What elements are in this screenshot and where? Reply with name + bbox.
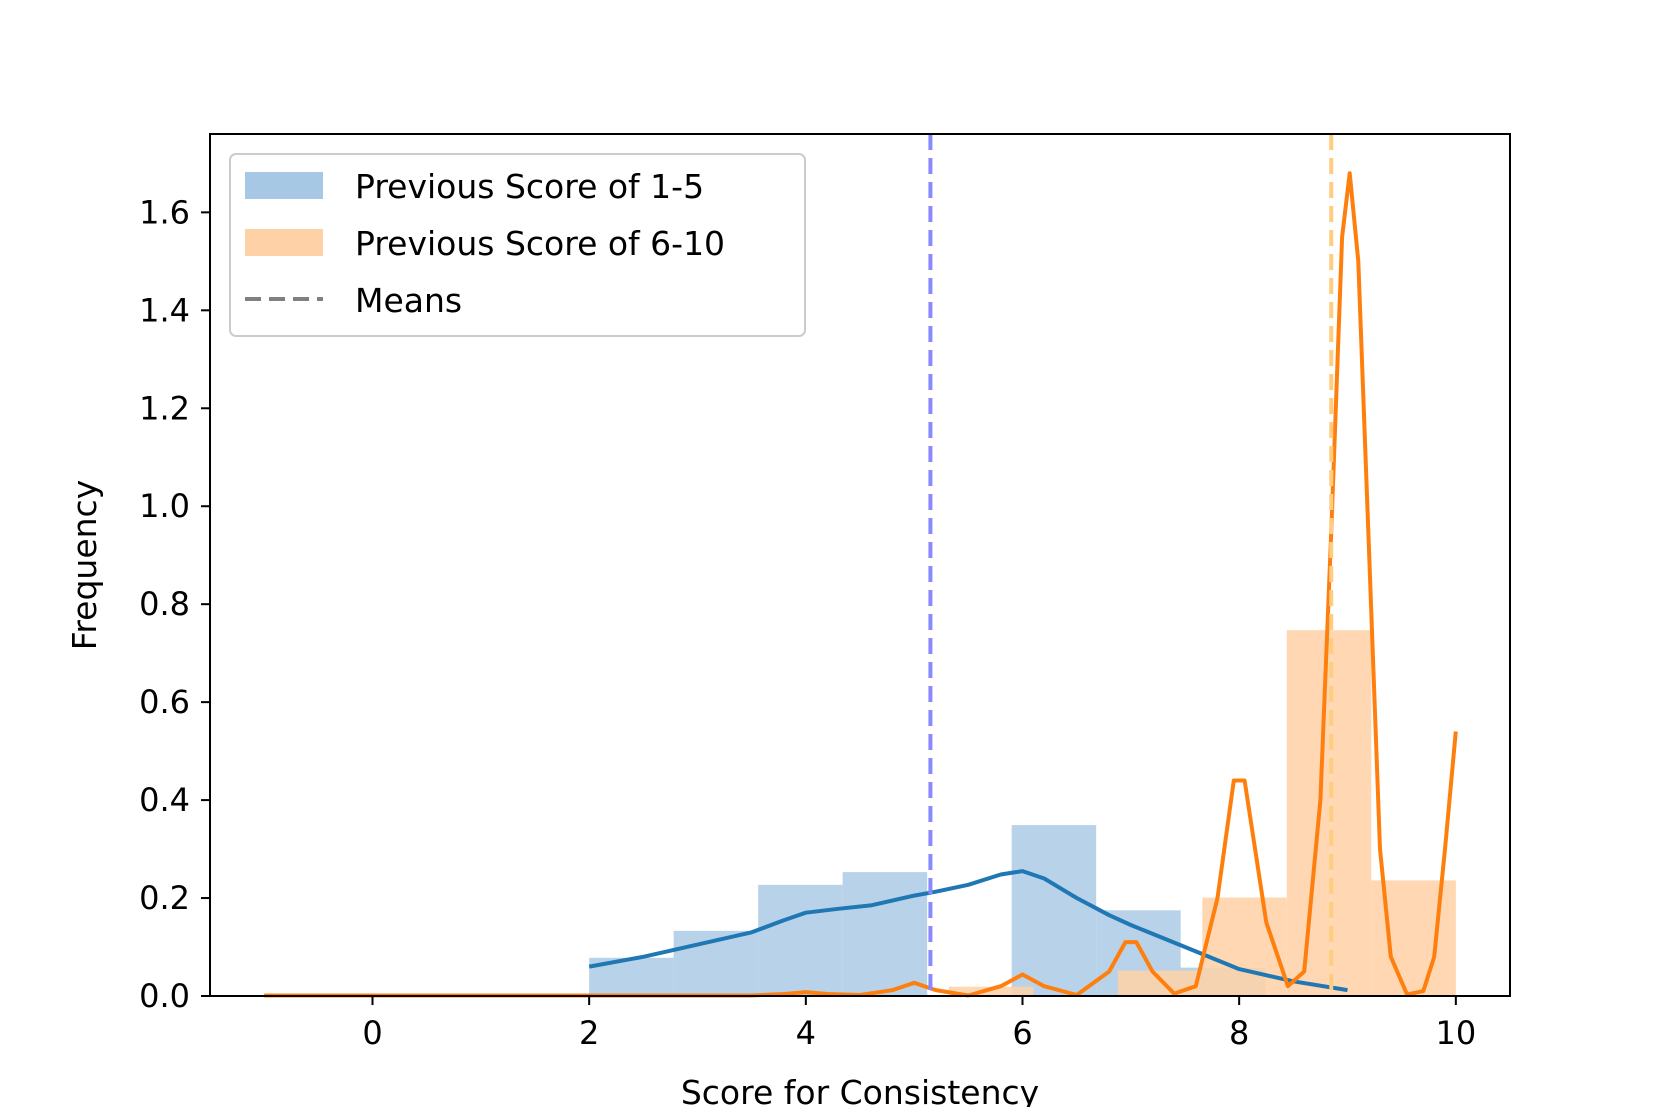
y-tick-label: 0.2 [139, 879, 190, 917]
y-tick-label: 1.4 [139, 291, 190, 329]
y-tick-label: 0.6 [139, 683, 190, 721]
x-tick-label: 0 [362, 1014, 382, 1052]
plot-frame [209, 133, 1511, 997]
x-tick-label: 2 [579, 1014, 599, 1052]
y-tick-label: 0.0 [139, 977, 190, 1015]
y-tick-label: 0.4 [139, 781, 190, 819]
x-tick-label: 10 [1435, 1014, 1476, 1052]
y-axis-ticks: 0.0 0.2 0.4 0.6 0.8 1.0 1.2 1.4 1.6 [139, 193, 210, 1015]
y-tick-label: 0.8 [139, 585, 190, 623]
x-axis-ticks: 0 2 4 6 8 10 [362, 996, 1476, 1052]
kde-curves [264, 171, 1458, 998]
kde-curve-0 [588, 869, 1348, 993]
legend-label-previous-1-5: Previous Score of 1-5 [355, 167, 704, 206]
hist-bar-series1-bin4 [1286, 630, 1372, 996]
legend-swatch-previous-6-10 [245, 229, 323, 256]
legend: Previous Score of 1-5 Previous Score of … [229, 153, 806, 337]
y-tick-label: 1.6 [139, 193, 190, 231]
x-tick-label: 8 [1229, 1014, 1249, 1052]
x-axis-label: Score for Consistency [681, 1073, 1039, 1107]
histogram-bars [589, 630, 1456, 996]
x-tick-label: 6 [1012, 1014, 1032, 1052]
legend-swatch-previous-1-5 [245, 172, 323, 199]
legend-label-means: Means [355, 281, 462, 320]
hist-bar-series0-bin2 [758, 884, 843, 996]
y-axis-label: Frequency [65, 480, 104, 650]
y-tick-label: 1.0 [139, 487, 190, 525]
legend-label-previous-6-10: Previous Score of 6-10 [355, 224, 725, 263]
hist-bar-series0-bin3 [842, 872, 928, 996]
kde-curve-1 [264, 171, 1458, 998]
y-tick-label: 1.2 [139, 389, 190, 427]
x-tick-label: 4 [796, 1014, 816, 1052]
hist-bar-series1-bin2 [1117, 970, 1203, 996]
hist-bar-series0-bin5 [1011, 825, 1097, 996]
hist-bar-series1-bin0 [948, 986, 1034, 996]
legend-frame [229, 153, 806, 337]
mean-lines [928, 134, 1334, 996]
